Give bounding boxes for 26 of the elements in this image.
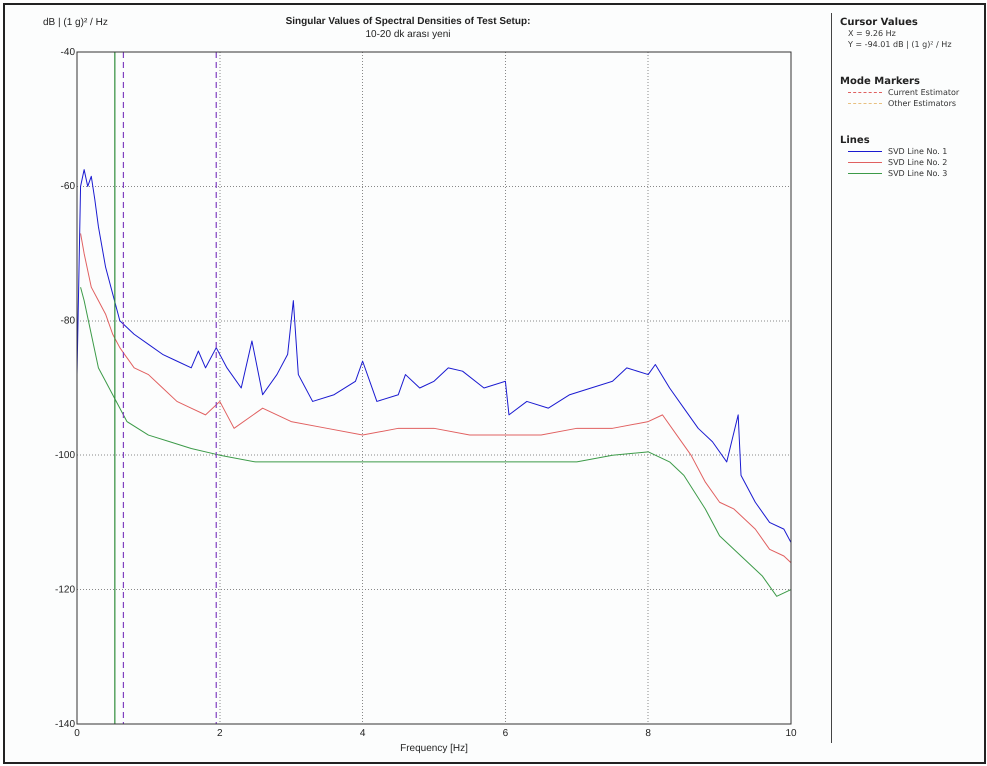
text: Mode Markers [840, 76, 921, 87]
text: Other Estimators [887, 98, 958, 109]
x-tick-label: 6 [502, 728, 509, 739]
chart-title: Singular Values of Spectral Densities of Test Setup: [286, 16, 530, 27]
y-tick-label: -140 [54, 718, 76, 730]
x-tick-label: 8 [645, 728, 652, 739]
y-tick-label: -40 [60, 46, 76, 58]
text: Y = -94.01 dB | (1 g)² / Hz [848, 39, 953, 50]
text: X = 9.26 Hz [848, 28, 897, 39]
y-tick-label: -80 [60, 316, 76, 327]
x-axis-title: Frequency [Hz] [400, 742, 468, 754]
legend-title: Lines [840, 135, 871, 146]
y-tick-label: -120 [54, 584, 76, 596]
legend-label: SVD Line No. 3 [887, 168, 948, 179]
x-tick-label: 2 [217, 728, 224, 739]
legend-label: SVD Line No. 1 [887, 146, 948, 157]
x-tick-label: 4 [360, 728, 366, 739]
x-tick-label: 0 [74, 728, 80, 739]
y-tick-label: -60 [60, 181, 76, 192]
text: Current Estimator [887, 87, 960, 98]
x-tick-label: 10 [785, 728, 797, 739]
text: Cursor Values [840, 17, 919, 28]
chart-subtitle: 10-20 dk arası yeni [365, 28, 451, 40]
legend-label: SVD Line No. 2 [887, 157, 948, 168]
y-tick-label: -100 [54, 450, 76, 461]
y-axis-title: dB | (1 g)² / Hz [43, 16, 108, 28]
